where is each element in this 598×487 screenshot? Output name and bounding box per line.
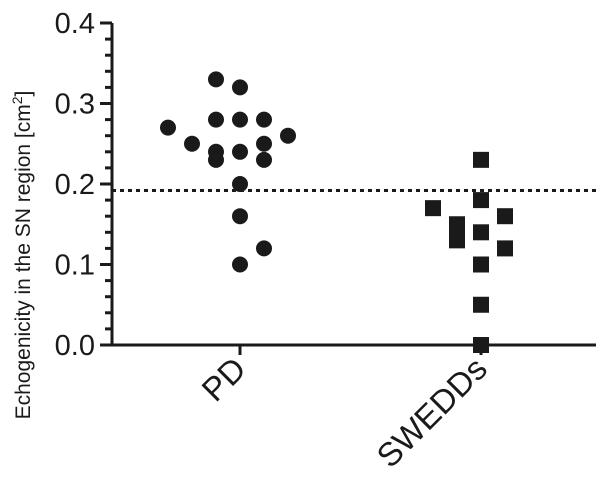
swedds-data-point: [473, 192, 489, 209]
pd-data-point: [256, 111, 272, 128]
pd-data-point: [232, 256, 248, 273]
pd-data-point: [208, 111, 224, 128]
pd-data-point: [256, 151, 272, 168]
y-axis-title-text: Echogenicity in the SN region [cm: [12, 104, 35, 419]
x-category-label-swedds: SWEDDs: [369, 350, 494, 475]
pd-data-point: [232, 111, 248, 128]
swedds-data-point: [425, 200, 441, 217]
swedds-data-point: [449, 232, 465, 249]
pd-data-point: [232, 143, 248, 160]
pd-data-point: [280, 127, 296, 144]
y-ticks: 0.0 0.1 0.2 0.3 0.4: [55, 8, 112, 362]
swedds-data-point: [473, 256, 489, 273]
labels: PD SWEDDs: [194, 350, 494, 475]
x-category-label-pd: PD: [194, 350, 253, 409]
data-points: [160, 71, 513, 353]
swedds-data-point: [473, 224, 489, 241]
pd-data-point: [160, 119, 176, 136]
y-tick-label: 0.1: [55, 250, 95, 282]
pd-data-point: [256, 135, 272, 152]
y-axis-title-close: ]: [12, 91, 35, 97]
swedds-data-point: [497, 240, 513, 257]
swedds-data-point: [497, 208, 513, 225]
swedds-data-point: [473, 151, 489, 168]
pd-data-point: [232, 208, 248, 225]
swedds-data-point: [473, 296, 489, 313]
y-axis-title: Echogenicity in the SN region [cm2]: [9, 91, 35, 420]
y-tick-label: 0.0: [55, 330, 95, 362]
pd-data-point: [208, 71, 224, 88]
pd-data-point: [232, 176, 248, 192]
pd-data-point: [232, 79, 248, 96]
swedds-data-point: [473, 337, 489, 353]
y-tick-label: 0.3: [55, 89, 95, 121]
y-tick-label: 0.4: [55, 8, 95, 40]
y-tick-label: 0.2: [55, 169, 95, 201]
pd-data-point: [184, 135, 200, 152]
pd-data-point: [208, 151, 224, 168]
pd-data-point: [256, 240, 272, 257]
y-axis-title-superscript: 2: [9, 96, 25, 104]
